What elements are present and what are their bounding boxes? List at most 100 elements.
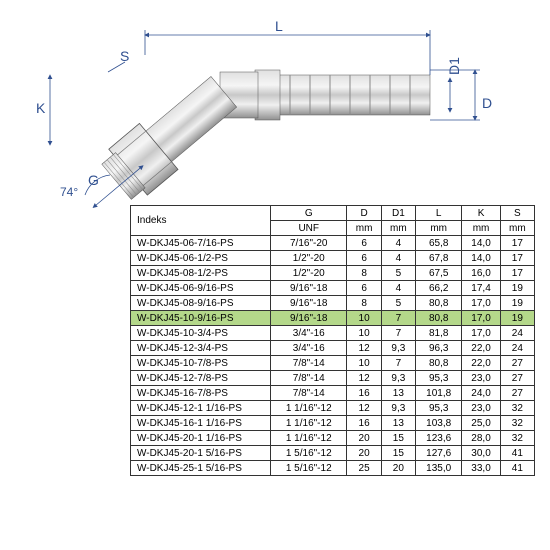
table-cell: 81,8: [416, 326, 462, 341]
technical-drawing: L D D1 K S G 74°: [30, 20, 510, 200]
dim-s-label: S: [120, 48, 129, 64]
table-cell: 95,3: [416, 371, 462, 386]
table-cell: 5: [381, 266, 415, 281]
table-cell: 135,0: [416, 461, 462, 476]
table-row: W-DKJ45-12-7/8-PS7/8"-14129,395,323,027: [131, 371, 535, 386]
table-cell: 25: [347, 461, 381, 476]
table-cell: 103,8: [416, 416, 462, 431]
table-row: W-DKJ45-20-1 5/16-PS1 5/16"-122015127,63…: [131, 446, 535, 461]
table-cell: 23,0: [462, 401, 500, 416]
table-row: W-DKJ45-06-9/16-PS9/16"-186466,217,419: [131, 281, 535, 296]
table-cell: 10: [347, 326, 381, 341]
table-cell: 1 1/16"-12: [271, 431, 347, 446]
table-cell: 123,6: [416, 431, 462, 446]
table-cell: 16: [347, 386, 381, 401]
table-cell: 17,0: [462, 311, 500, 326]
table-cell: 7: [381, 356, 415, 371]
table-cell: 20: [381, 461, 415, 476]
table-cell: 6: [347, 251, 381, 266]
table-cell: 96,3: [416, 341, 462, 356]
table-cell: 20: [347, 446, 381, 461]
table-cell: 7: [381, 311, 415, 326]
col-s: S: [500, 206, 534, 221]
table-cell: 33,0: [462, 461, 500, 476]
dim-d-label: D: [482, 95, 492, 111]
angle-label: 74°: [60, 185, 78, 199]
table-cell: W-DKJ45-10-9/16-PS: [131, 311, 271, 326]
hose-tail: [220, 70, 430, 120]
table-cell: 3/4"-16: [271, 326, 347, 341]
table-cell: 7/8"-14: [271, 356, 347, 371]
table-cell: 9,3: [381, 401, 415, 416]
unit-g: UNF: [271, 221, 347, 236]
table-cell: 24,0: [462, 386, 500, 401]
table-cell: 17: [500, 266, 534, 281]
table-cell: 12: [347, 341, 381, 356]
table-cell: W-DKJ45-06-7/16-PS: [131, 236, 271, 251]
table-cell: 13: [381, 416, 415, 431]
table-cell: 32: [500, 401, 534, 416]
table-cell: 19: [500, 296, 534, 311]
unit-k: mm: [462, 221, 500, 236]
table-cell: 24: [500, 341, 534, 356]
table-cell: 7/8"-14: [271, 386, 347, 401]
table-cell: W-DKJ45-20-1 5/16-PS: [131, 446, 271, 461]
dim-k-label: K: [36, 100, 45, 116]
table-cell: 17: [500, 236, 534, 251]
table-cell: 4: [381, 236, 415, 251]
table-cell: W-DKJ45-16-7/8-PS: [131, 386, 271, 401]
table-cell: W-DKJ45-08-1/2-PS: [131, 266, 271, 281]
table-row: W-DKJ45-25-1 5/16-PS1 5/16"-122520135,03…: [131, 461, 535, 476]
table-cell: 28,0: [462, 431, 500, 446]
table-cell: 4: [381, 251, 415, 266]
table-cell: 32: [500, 416, 534, 431]
table-cell: 9/16"-18: [271, 296, 347, 311]
table-cell: 10: [347, 311, 381, 326]
dim-g-label: G: [88, 172, 99, 188]
table-row: W-DKJ45-08-1/2-PS1/2"-208567,516,017: [131, 266, 535, 281]
table-cell: 7: [381, 326, 415, 341]
table-row: W-DKJ45-20-1 1/16-PS1 1/16"-122015123,62…: [131, 431, 535, 446]
table-cell: 20: [347, 431, 381, 446]
table-cell: 67,8: [416, 251, 462, 266]
table-row: W-DKJ45-16-1 1/16-PS1 1/16"-121613103,82…: [131, 416, 535, 431]
table-row: W-DKJ45-10-7/8-PS7/8"-1410780,822,027: [131, 356, 535, 371]
table-cell: 25,0: [462, 416, 500, 431]
table-cell: 7/16"-20: [271, 236, 347, 251]
table-cell: W-DKJ45-06-1/2-PS: [131, 251, 271, 266]
table-cell: 27: [500, 371, 534, 386]
table-cell: 1 5/16"-12: [271, 461, 347, 476]
unit-d1: mm: [381, 221, 415, 236]
table-row: W-DKJ45-12-1 1/16-PS1 1/16"-12129,395,32…: [131, 401, 535, 416]
col-index: Indeks: [131, 206, 271, 236]
table-cell: 16,0: [462, 266, 500, 281]
table-cell: 1 1/16"-12: [271, 401, 347, 416]
table-body: W-DKJ45-06-7/16-PS7/16"-206465,814,017W-…: [131, 236, 535, 476]
table-cell: 19: [500, 281, 534, 296]
col-d: D: [347, 206, 381, 221]
table-cell: 24: [500, 326, 534, 341]
table-cell: 95,3: [416, 401, 462, 416]
table-cell: 1 1/16"-12: [271, 416, 347, 431]
table-cell: W-DKJ45-10-7/8-PS: [131, 356, 271, 371]
table-cell: 6: [347, 236, 381, 251]
table-cell: W-DKJ45-12-1 1/16-PS: [131, 401, 271, 416]
table-cell: 22,0: [462, 341, 500, 356]
table-cell: 41: [500, 461, 534, 476]
col-d1: D1: [381, 206, 415, 221]
table-cell: 9,3: [381, 371, 415, 386]
table-cell: 67,5: [416, 266, 462, 281]
table-cell: 41: [500, 446, 534, 461]
header-row-names: Indeks G D D1 L K S: [131, 206, 535, 221]
table-cell: 22,0: [462, 356, 500, 371]
unit-s: mm: [500, 221, 534, 236]
table-row: W-DKJ45-16-7/8-PS7/8"-141613101,824,027: [131, 386, 535, 401]
table-cell: 10: [347, 356, 381, 371]
table-cell: 101,8: [416, 386, 462, 401]
table-cell: 32: [500, 431, 534, 446]
table-cell: W-DKJ45-12-3/4-PS: [131, 341, 271, 356]
table-cell: 23,0: [462, 371, 500, 386]
table-cell: W-DKJ45-25-1 5/16-PS: [131, 461, 271, 476]
table-cell: 13: [381, 386, 415, 401]
table-row: W-DKJ45-12-3/4-PS3/4"-16129,396,322,024: [131, 341, 535, 356]
